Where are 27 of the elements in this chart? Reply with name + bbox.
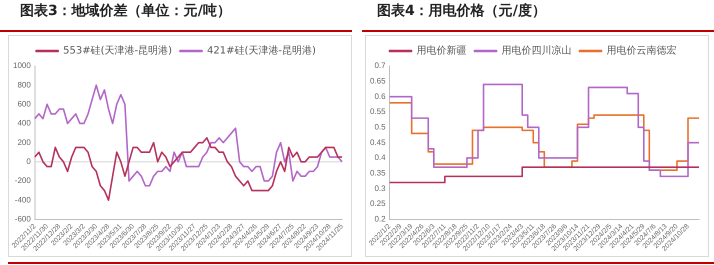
legend-label: 553#硅(天津港-昆明港) [63,44,172,57]
y-tick-label: 0.55 [370,107,386,116]
y-tick-label: -600 [14,214,32,224]
y-tick-label: 600 [17,100,32,109]
y-tick-label: 0.65 [370,76,386,86]
y-tick-label: 1000 [13,61,32,70]
y-tick-label: -200 [14,176,32,186]
chart-title: 图表4：用电价格（元/度） [377,2,546,20]
legend-label: 用电价四川凉山 [502,44,572,57]
y-tick-label: 800 [17,80,32,90]
y-tick-label: 0.45 [370,138,386,147]
y-tick-label: 400 [17,118,32,128]
y-tick-label: 0 [26,157,32,166]
y-tick-label: -400 [14,195,32,204]
y-tick-label: 0.35 [370,168,386,178]
chart-title: 图表3：地域价差（单位：元/吨） [20,2,231,20]
y-tick-label: 200 [17,138,32,147]
y-tick-label: 0.2 [374,214,386,224]
y-tick-label: 0.25 [370,199,386,208]
legend-label: 用电价云南德宏 [606,44,676,57]
y-tick-label: 0.5 [374,122,386,132]
legend-label: 用电价新疆 [416,44,466,57]
legend-label: 421#硅(天津港-昆明港) [207,44,316,57]
y-tick-label: 0.6 [374,92,386,101]
y-tick-label: 0.7 [374,61,386,70]
y-tick-label: 0.3 [374,184,386,193]
y-tick-label: 0.4 [374,153,386,162]
